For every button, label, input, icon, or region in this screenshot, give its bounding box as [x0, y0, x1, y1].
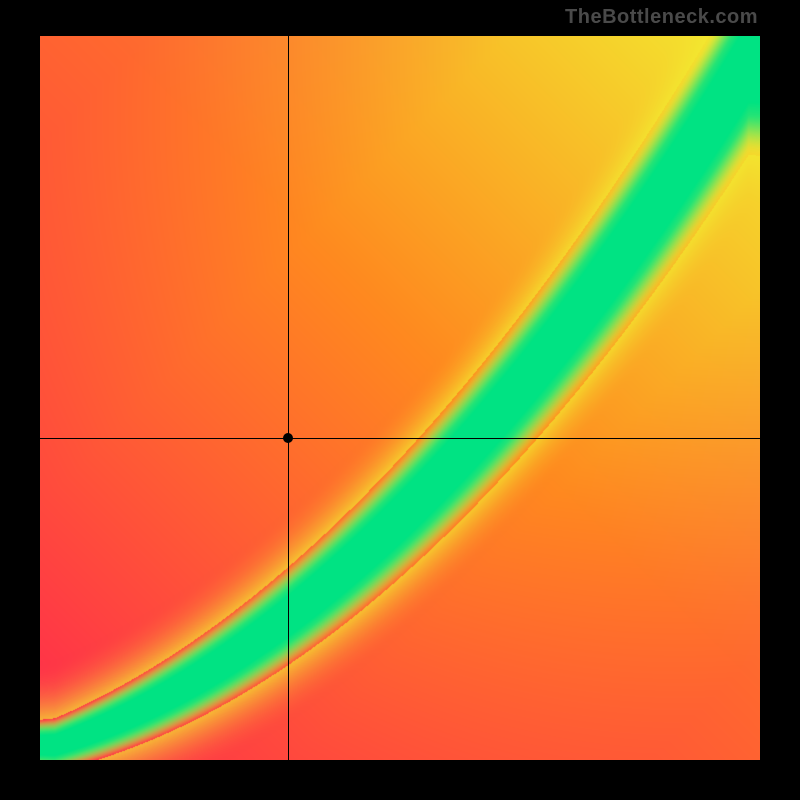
- bottleneck-heatmap: [40, 36, 760, 760]
- crosshair-vertical: [288, 36, 289, 760]
- heatmap-canvas: [40, 36, 760, 760]
- selection-marker[interactable]: [283, 433, 293, 443]
- watermark-text: TheBottleneck.com: [565, 6, 758, 29]
- crosshair-horizontal: [40, 438, 760, 439]
